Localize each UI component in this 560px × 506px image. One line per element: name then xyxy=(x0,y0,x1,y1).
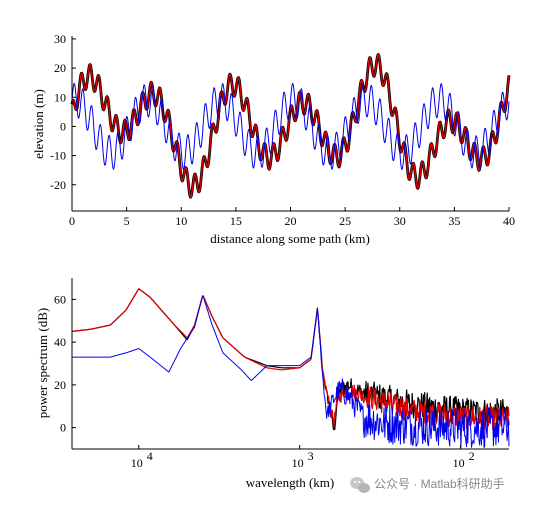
spectrum-series-2 xyxy=(72,288,510,431)
y-tick-label: 20 xyxy=(54,378,66,392)
spectrum-x-ticks: 10 4 10 3 10 2 xyxy=(131,445,475,470)
wechat-icon xyxy=(350,477,370,493)
y-tick-label: -20 xyxy=(50,178,66,192)
spectrum-axes xyxy=(71,278,509,450)
watermark: 公众号 · Matlab科研助手 xyxy=(350,477,505,493)
x-tick-label: 10 xyxy=(292,456,304,470)
elevation-y-ticks: -20 -10 0 10 20 30 xyxy=(50,32,76,192)
y-tick-label: 0 xyxy=(60,119,66,133)
y-tick-label: 10 xyxy=(54,90,66,104)
y-tick-label: -10 xyxy=(50,149,66,163)
x-tick-exponent: 4 xyxy=(147,449,153,463)
x-tick-label: 35 xyxy=(448,214,460,228)
x-tick-label: 10 xyxy=(175,214,187,228)
elevation-series-3 xyxy=(71,82,510,170)
elevation-series-1 xyxy=(70,53,511,199)
y-tick-label: 20 xyxy=(54,61,66,75)
power-spectrum-chart: 10 4 10 3 10 2 0 20 40 60 wavelength (km) power … xyxy=(35,278,510,490)
elevation-x-label: distance along some path (km) xyxy=(210,231,370,246)
x-tick-label: 15 xyxy=(230,214,242,228)
spectrum-series-3 xyxy=(72,295,510,448)
x-tick-label: 30 xyxy=(394,214,406,228)
spectrum-y-label: power spectrum (dB) xyxy=(35,308,50,418)
y-tick-label: 0 xyxy=(60,421,66,435)
y-tick-label: 60 xyxy=(54,292,66,306)
elevation-series-group xyxy=(70,53,511,199)
x-tick-label: 10 xyxy=(131,456,143,470)
x-tick-label: 0 xyxy=(69,214,75,228)
x-tick-label: 5 xyxy=(124,214,130,228)
elevation-chart: 0 5 10 15 20 25 30 35 40 -20 -10 0 10 20 30 distance … xyxy=(31,32,515,246)
elevation-y-label: elevation (m) xyxy=(31,89,46,159)
x-tick-label: 10 xyxy=(453,456,465,470)
y-tick-label: 40 xyxy=(54,335,66,349)
spectrum-y-ticks: 0 20 40 60 xyxy=(54,292,76,435)
x-tick-exponent: 3 xyxy=(308,449,314,463)
spectrum-x-label: wavelength (km) xyxy=(246,475,334,490)
watermark-text: 公众号 · Matlab科研助手 xyxy=(374,477,505,491)
y-tick-label: 30 xyxy=(54,32,66,46)
spectrum-series-group xyxy=(72,288,510,448)
x-tick-exponent: 2 xyxy=(469,449,475,463)
x-tick-label: 25 xyxy=(339,214,351,228)
x-tick-label: 20 xyxy=(285,214,297,228)
spectrum-series-1 xyxy=(72,288,510,431)
x-tick-label: 40 xyxy=(503,214,515,228)
elevation-x-ticks: 0 5 10 15 20 25 30 35 40 xyxy=(69,207,515,228)
